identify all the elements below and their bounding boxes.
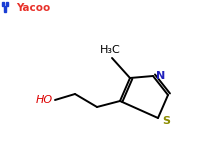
Text: Yacoo: Yacoo	[16, 3, 50, 12]
Text: S: S	[162, 116, 170, 126]
Text: HO: HO	[36, 95, 53, 105]
Text: N: N	[156, 71, 165, 81]
Text: H₃C: H₃C	[100, 45, 120, 55]
